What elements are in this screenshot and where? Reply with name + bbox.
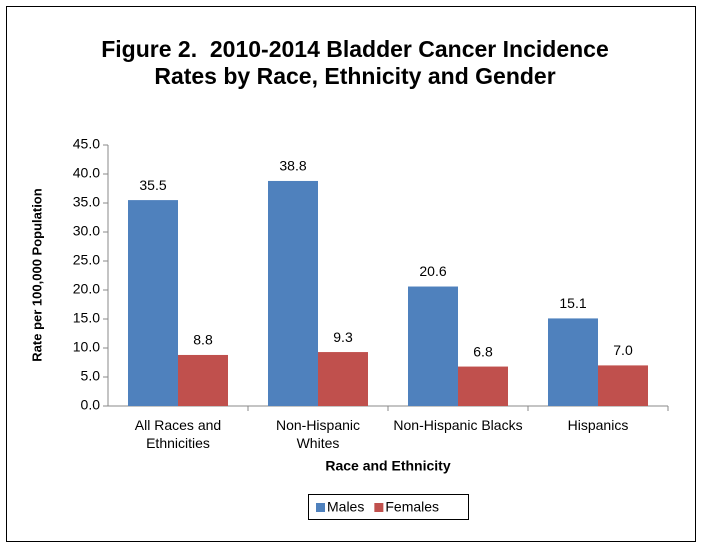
- data-label: 15.1: [559, 295, 586, 311]
- legend-label: Males: [327, 499, 364, 515]
- bar: [458, 366, 508, 406]
- bar: [128, 200, 178, 406]
- data-label: 35.5: [139, 177, 166, 193]
- bar: [598, 365, 648, 406]
- x-tick-label: Non-Hispanic Whites: [275, 417, 361, 451]
- x-label-box: Non-Hispanic Whites: [275, 417, 361, 451]
- x-tick-label: All Races and Ethnicities: [134, 417, 222, 451]
- y-axis-title: Rate per 100,000 Population: [29, 188, 44, 361]
- bar: [408, 286, 458, 406]
- legend-box: [308, 494, 469, 520]
- y-tick-label: 15.0: [73, 310, 100, 326]
- x-label-box: Hispanics: [567, 417, 629, 433]
- y-tick-label: 40.0: [73, 165, 100, 181]
- y-tick-label: 35.0: [73, 194, 100, 210]
- data-label: 38.8: [279, 158, 306, 174]
- bar: [178, 354, 228, 406]
- bar: [268, 180, 318, 406]
- legend-swatch: [374, 503, 384, 512]
- legend-swatch: [316, 503, 325, 512]
- y-tick-label: 30.0: [73, 223, 100, 239]
- bar: [318, 352, 368, 406]
- data-label: 8.8: [193, 332, 213, 348]
- data-label: 7.0: [613, 342, 633, 358]
- data-label: 6.8: [473, 343, 493, 359]
- y-tick-label: 0.0: [81, 397, 101, 413]
- y-tick-label: 45.0: [73, 136, 100, 152]
- chart-border: [6, 6, 696, 542]
- bar: [548, 318, 598, 406]
- y-tick-label: 25.0: [73, 252, 100, 268]
- x-label-box: Non-Hispanic Blacks: [393, 417, 523, 433]
- y-tick-label: 5.0: [81, 368, 101, 384]
- title-box: Figure 2. 2010-2014 Bladder Cancer Incid…: [101, 36, 616, 89]
- legend-label: Females: [385, 499, 439, 515]
- x-tick-label: Non-Hispanic Blacks: [393, 417, 523, 433]
- x-tick-label: Hispanics: [567, 417, 629, 433]
- x-axis-title: Race and Ethnicity: [325, 458, 450, 474]
- data-label: 9.3: [333, 329, 353, 345]
- y-tick-label: 10.0: [73, 339, 100, 355]
- data-label: 20.6: [419, 263, 446, 279]
- x-label-box: All Races and Ethnicities: [134, 417, 222, 451]
- chart-title: Figure 2. 2010-2014 Bladder Cancer Incid…: [101, 36, 616, 89]
- y-tick-label: 20.0: [73, 281, 100, 297]
